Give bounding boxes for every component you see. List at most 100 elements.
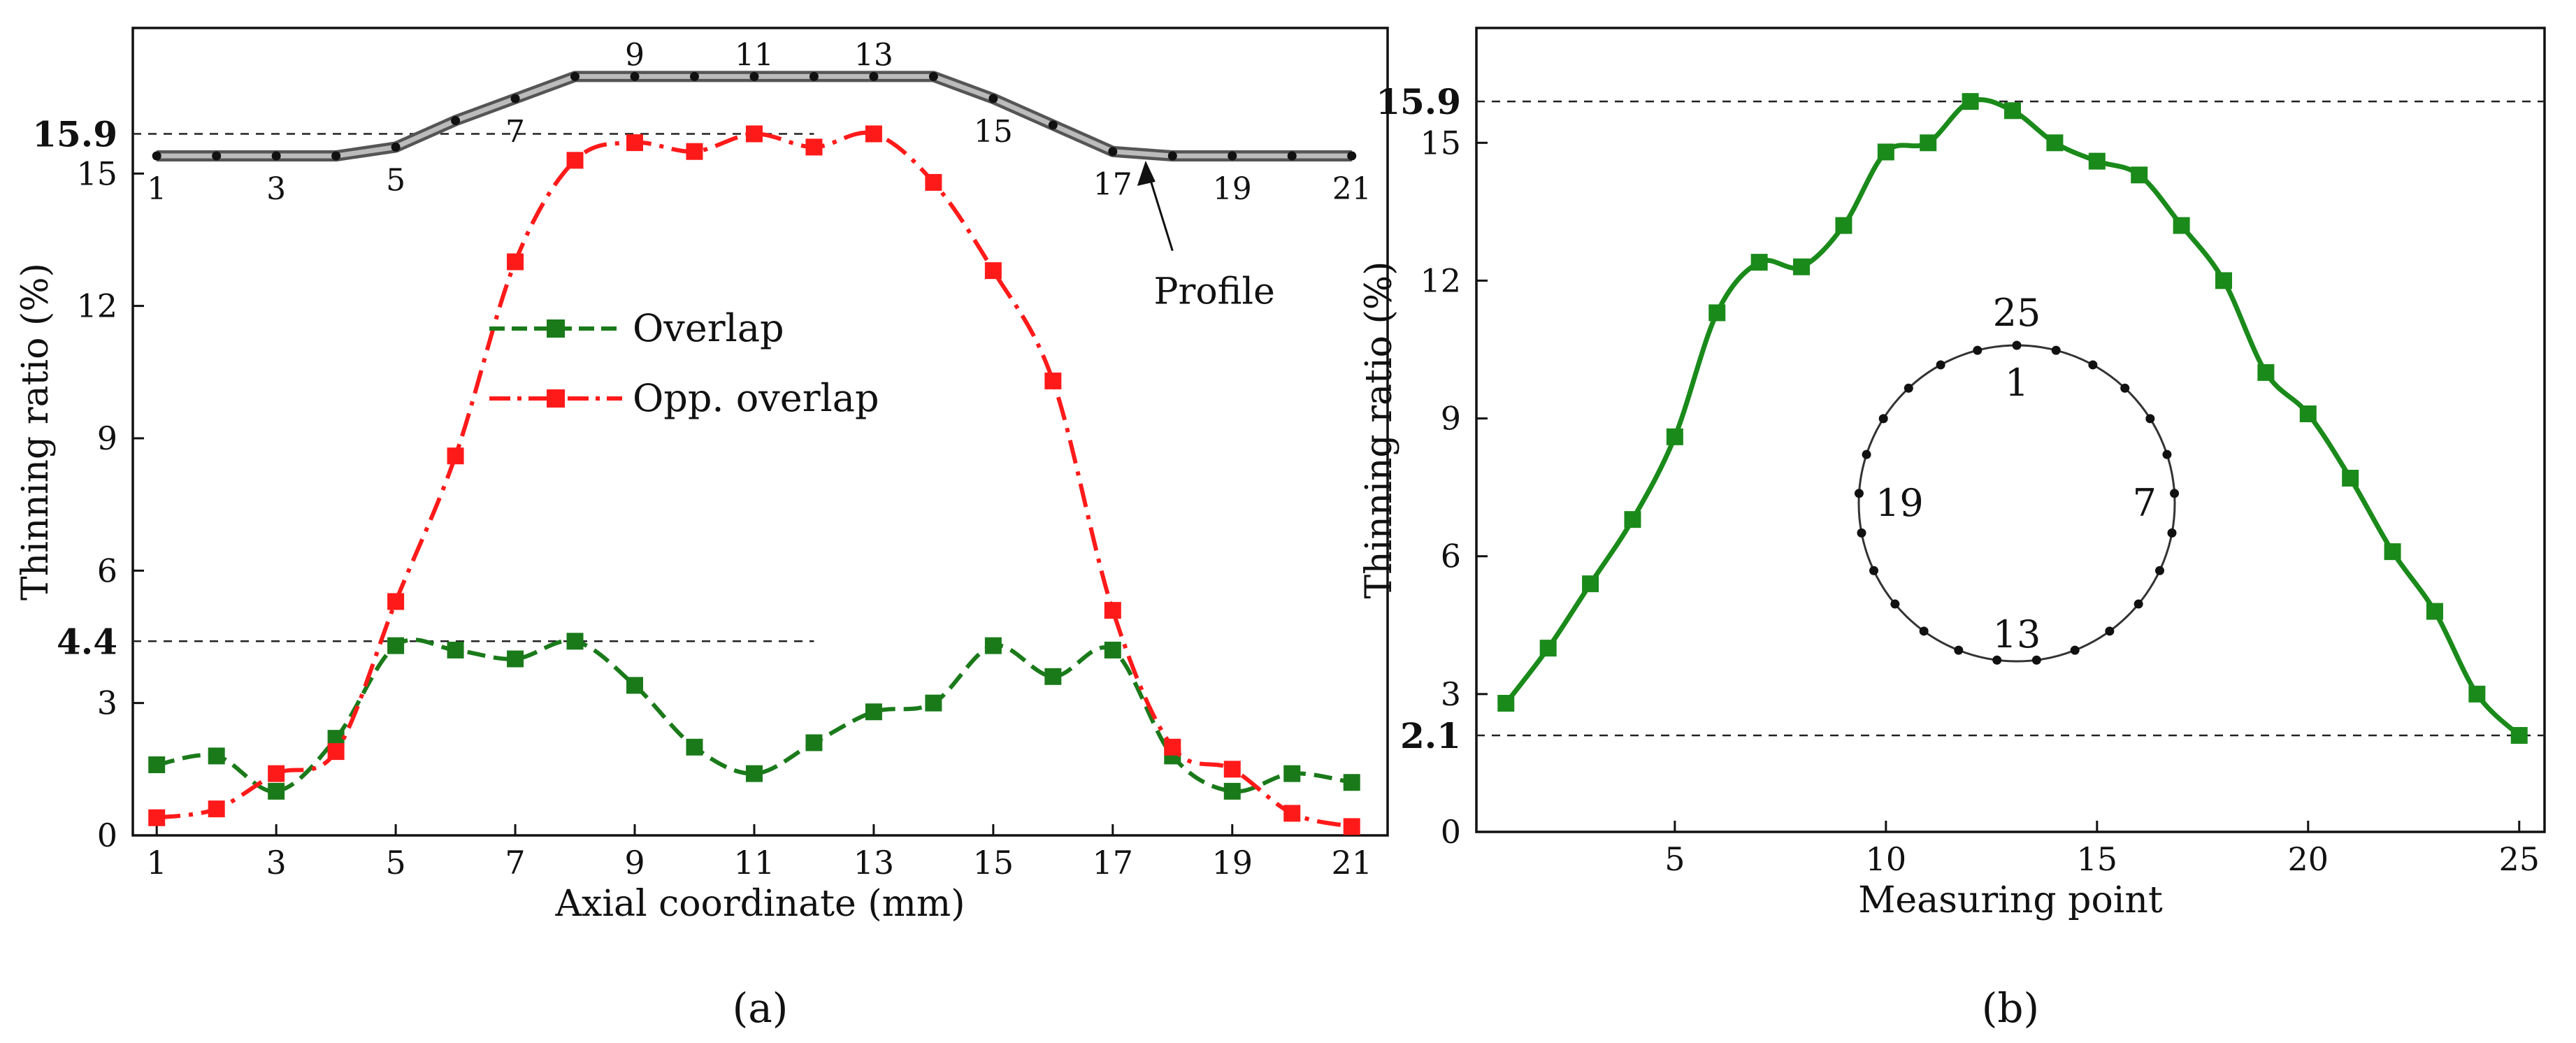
y-tick-label: 0 — [1441, 813, 1461, 851]
inset-label-25: 25 — [1993, 291, 2041, 335]
x-tick-label: 9 — [624, 844, 645, 882]
inset-point — [1992, 655, 2002, 665]
y-axis-label: Thinning ratio (%) — [1358, 261, 1400, 599]
profile-point — [331, 151, 341, 161]
data-point — [148, 809, 166, 826]
data-point — [2046, 134, 2064, 152]
inset-label-19: 19 — [1876, 481, 1924, 525]
inset-point — [2167, 528, 2177, 538]
data-point — [268, 782, 285, 800]
data-point — [566, 152, 584, 169]
y-tick-label: 6 — [1441, 538, 1461, 575]
inset-point — [2120, 383, 2130, 393]
data-point — [2426, 603, 2443, 620]
profile-point — [689, 71, 699, 81]
data-point — [1044, 372, 1062, 389]
data-point — [745, 125, 763, 143]
y-tick-label: 3 — [97, 684, 117, 722]
data-point — [686, 143, 703, 160]
profile-point-label: 11 — [735, 37, 774, 73]
profile-point — [1228, 151, 1237, 161]
data-point — [387, 593, 405, 610]
data-point — [327, 743, 345, 761]
data-point — [925, 694, 942, 712]
inset-point — [2134, 599, 2143, 609]
x-tick-label: 10 — [1866, 840, 1907, 878]
x-tick-label: 15 — [973, 844, 1014, 882]
data-point — [2215, 272, 2232, 289]
data-point — [2131, 166, 2148, 184]
data-point — [1708, 304, 1726, 322]
data-point — [805, 138, 823, 156]
data-point — [1497, 695, 1515, 712]
inset-point — [2162, 449, 2172, 459]
profile-point — [391, 142, 401, 152]
data-point — [2088, 152, 2106, 170]
profile-point — [988, 94, 998, 103]
x-tick-label: 7 — [505, 844, 525, 882]
inset-point — [1862, 449, 1871, 459]
legend-swatch-marker — [547, 389, 565, 408]
inset-label-7: 7 — [2133, 481, 2157, 525]
data-point — [1920, 134, 1937, 152]
data-point — [984, 262, 1002, 280]
profile-point — [271, 151, 281, 161]
x-tick-label: 20 — [2288, 840, 2329, 878]
profile-point — [510, 94, 520, 103]
profile-point — [809, 71, 819, 81]
data-point — [148, 756, 166, 774]
data-point — [865, 703, 882, 721]
profile-point-label: 5 — [386, 162, 405, 198]
data-point — [1104, 641, 1121, 659]
profile-point-label: 3 — [266, 171, 286, 207]
profile-point-label: 21 — [1332, 171, 1372, 207]
inset-point — [1954, 645, 1964, 655]
profile-arrow-line — [1147, 173, 1174, 252]
profile-point — [451, 116, 461, 126]
x-tick-label: 17 — [1093, 844, 1134, 882]
reference-label: 15.9 — [32, 113, 117, 154]
reference-label: 2.1 — [1400, 715, 1461, 756]
data-point — [1666, 428, 1683, 445]
inset-point — [1904, 383, 1913, 393]
data-point — [2468, 685, 2486, 703]
profile-highlight — [157, 73, 1352, 159]
data-point — [984, 637, 1002, 654]
profile-point — [212, 151, 222, 161]
x-tick-label: 3 — [266, 844, 287, 882]
plot-frame — [1475, 27, 2546, 833]
profile-point — [1347, 151, 1357, 161]
x-tick-label: 11 — [734, 844, 775, 882]
legend-label: Opp. overlap — [633, 376, 879, 420]
inset-point — [2105, 626, 2115, 636]
inset-label-1: 1 — [2005, 361, 2029, 405]
data-point — [1283, 805, 1301, 822]
profile-point — [1048, 120, 1058, 130]
plot-frame — [131, 27, 1389, 837]
data-point — [208, 747, 225, 765]
profile-point-label: 15 — [974, 114, 1013, 150]
profile-point — [570, 71, 580, 81]
y-tick-label: 6 — [97, 552, 117, 589]
data-point — [268, 765, 285, 782]
legend-swatch-marker — [547, 319, 565, 338]
profile-point — [152, 151, 161, 161]
profile-point — [1108, 147, 1118, 157]
y-tick-label: 15 — [76, 154, 117, 192]
data-point — [1044, 668, 1062, 685]
profile-point-label: 1 — [147, 171, 166, 207]
inset-point — [2154, 566, 2164, 575]
x-tick-label: 1 — [147, 844, 167, 882]
y-tick-label: 12 — [1420, 261, 1461, 299]
inset-point — [1919, 626, 1929, 636]
x-tick-label: 5 — [1664, 840, 1685, 878]
x-tick-label: 19 — [1211, 844, 1253, 882]
data-point — [2173, 217, 2190, 234]
data-point — [626, 134, 643, 152]
profile-point — [1167, 151, 1177, 161]
data-point — [2384, 543, 2401, 561]
y-axis-label: Thinning ratio (%) — [15, 263, 57, 600]
reference-label: 4.4 — [57, 621, 117, 662]
